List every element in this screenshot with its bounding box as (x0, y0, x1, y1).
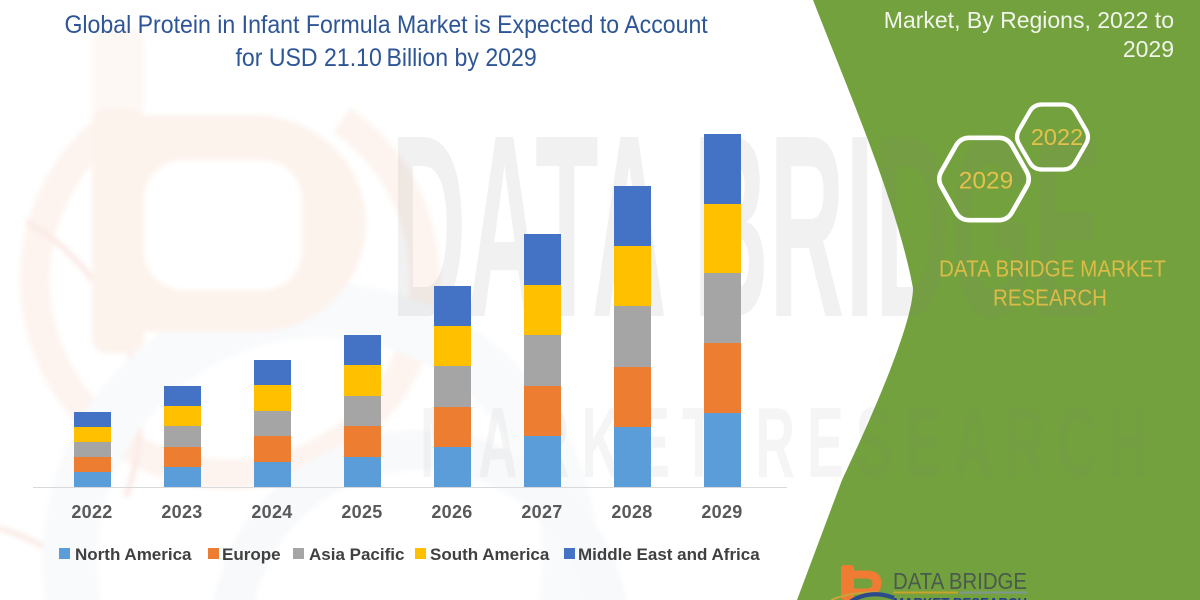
svg-text:DATA BRIDGE: DATA BRIDGE (391, 81, 1103, 371)
